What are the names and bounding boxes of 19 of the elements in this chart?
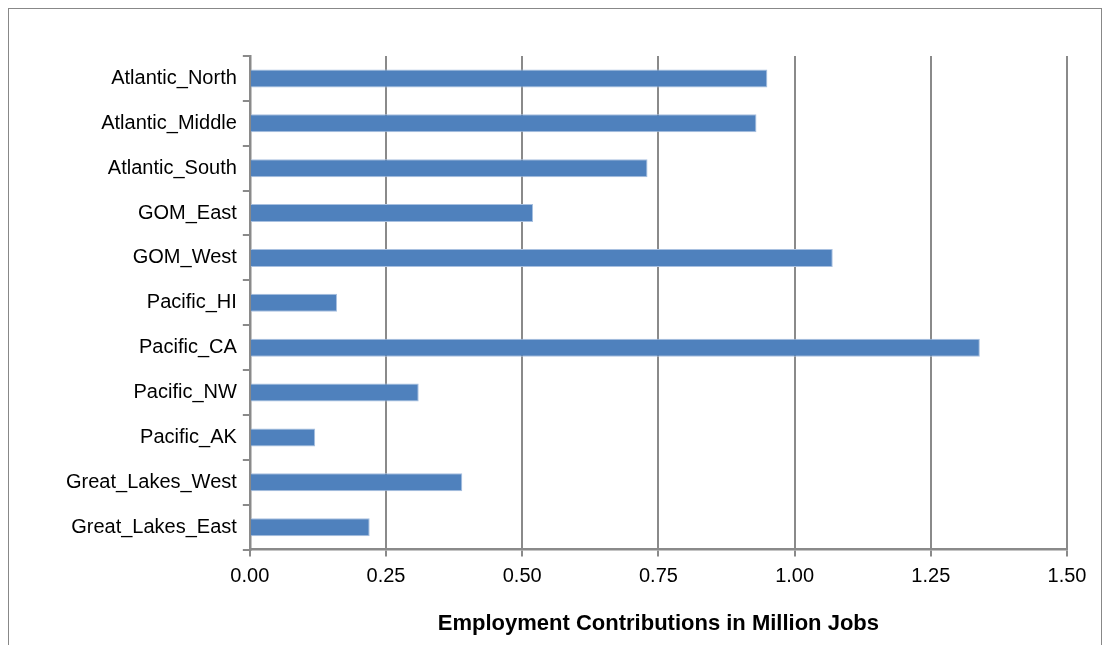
y-tick-label: Atlantic_South <box>107 155 237 179</box>
y-tick-label: Great_Lakes_West <box>65 469 238 493</box>
x-tick-label: 0.25 <box>366 564 406 587</box>
y-tick-label: Atlantic_Middle <box>101 110 237 134</box>
y-tick-label: Pacific_HI <box>146 290 237 314</box>
x-tick-label: 1.00 <box>775 564 815 587</box>
y-tick-label: GOM_East <box>137 200 238 224</box>
x-tick-label: 1.25 <box>911 564 951 587</box>
y-tick-label: Atlantic_North <box>111 65 237 89</box>
x-tick-label: 0.00 <box>230 564 270 587</box>
x-tick-label: 0.75 <box>638 564 678 587</box>
x-tick-label: 1.50 <box>1047 564 1087 587</box>
y-tick-label: Pacific_AK <box>140 424 238 448</box>
y-tick-label: GOM_West <box>132 245 238 269</box>
x-axis-title: Employment Contributions in Million Jobs <box>437 609 880 635</box>
y-tick-label: Pacific_CA <box>139 335 238 359</box>
y-tick-label: Pacific_NW <box>133 380 237 404</box>
y-tick-label: Great_Lakes_East <box>71 514 238 538</box>
x-tick-label: 0.50 <box>502 564 542 587</box>
